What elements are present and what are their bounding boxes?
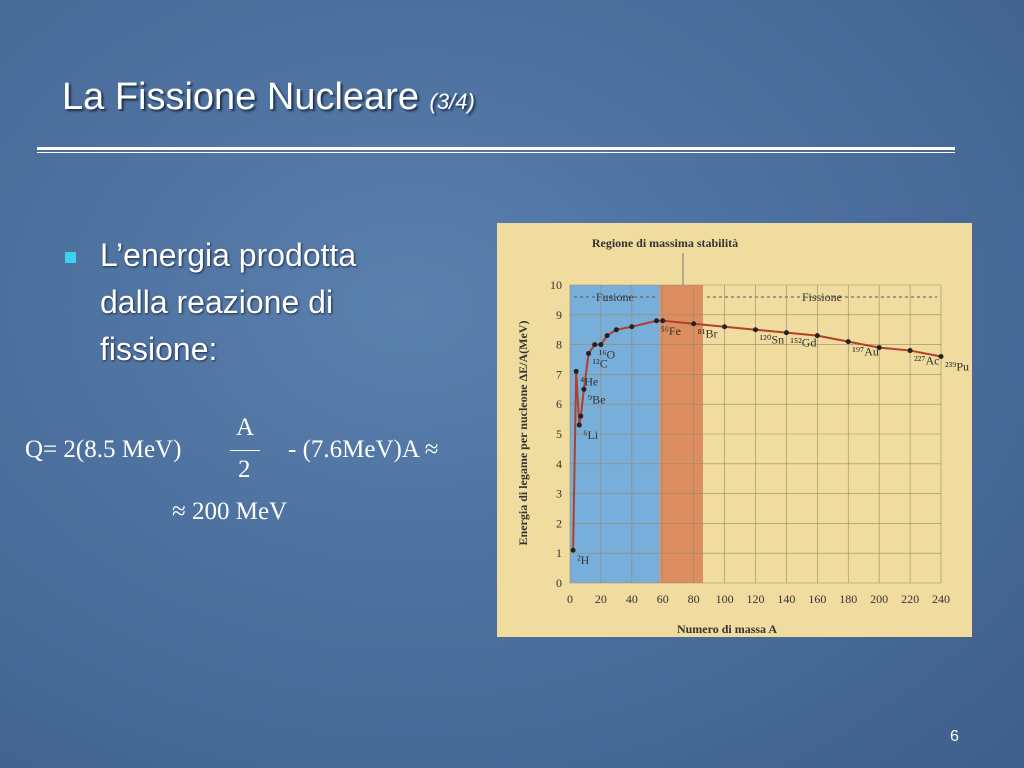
- subtitle: (3/4): [429, 89, 475, 114]
- y-tick-label: 1: [556, 546, 562, 560]
- x-tick-label: 120: [747, 592, 765, 606]
- data-point: [845, 339, 851, 345]
- curve: [572, 319, 942, 551]
- formula-result: ≈ 200 MeV: [172, 498, 288, 525]
- rule: [37, 152, 955, 153]
- y-tick-label: 8: [556, 338, 562, 352]
- slide-title: La Fissione Nucleare (3/4): [62, 76, 475, 119]
- data-point: [691, 321, 697, 327]
- data-point: [753, 327, 758, 333]
- y-tick-label: 3: [556, 487, 562, 501]
- data-point: [570, 547, 576, 553]
- data-point: [573, 368, 579, 374]
- data-point: [938, 354, 944, 360]
- x-axis-label: Numero di massa A: [677, 622, 777, 636]
- y-tick-label: 9: [556, 308, 562, 322]
- data-point: [586, 351, 592, 357]
- bullet: L’energia prodotta dalla reazione di fis…: [100, 232, 356, 373]
- x-tick-label: 140: [777, 592, 795, 606]
- bullet-line: L’energia prodotta: [100, 237, 357, 273]
- formula-left: Q= 2(8.5 MeV): [25, 436, 182, 463]
- point-label: ²³⁹Pu: [945, 360, 969, 374]
- data-point: [592, 342, 598, 348]
- data-point: [581, 386, 587, 392]
- data-point: [629, 324, 635, 330]
- y-tick-label: 7: [556, 367, 562, 381]
- point-label: ⁴He: [580, 374, 598, 388]
- data-point: [598, 342, 604, 348]
- figure-title: Regione di massima stabilità: [592, 236, 738, 250]
- data-point: [578, 413, 584, 419]
- title-text: La Fissione Nucleare: [62, 76, 419, 118]
- data-point: [576, 422, 582, 428]
- point-label: ²H: [577, 553, 590, 567]
- x-tick-label: 20: [595, 592, 607, 606]
- data-point: [876, 345, 882, 351]
- formula-right: - (7.6MeV)A ≈: [288, 436, 439, 463]
- data-point: [814, 333, 820, 339]
- x-tick-label: 80: [688, 592, 700, 606]
- y-axis-label: Energia di legame per nucleone ΔE/A(MeV): [516, 321, 530, 546]
- point-label: ⁸¹Br: [698, 327, 718, 341]
- fraction-bar: [230, 450, 260, 451]
- data-point: [907, 348, 913, 354]
- point-label: ¹²⁰Sn: [760, 333, 785, 347]
- x-tick-label: 160: [808, 592, 826, 606]
- bullet-line: fissione:: [100, 331, 218, 367]
- point-label: ²²⁷Ac: [914, 354, 939, 368]
- data-point: [654, 318, 660, 324]
- y-tick-label: 0: [556, 576, 562, 590]
- region-label: Fusione: [596, 290, 634, 304]
- page-number: 6: [950, 728, 959, 745]
- rule: [37, 147, 955, 150]
- data-point: [783, 330, 789, 336]
- x-tick-label: 200: [870, 592, 888, 606]
- point-label: ⁵⁶Fe: [661, 324, 681, 338]
- x-tick-label: 60: [657, 592, 669, 606]
- point-label: ¹⁵²Gd: [790, 336, 816, 350]
- point-label: ⁶Li: [583, 428, 599, 442]
- x-tick-label: 100: [716, 592, 734, 606]
- data-point: [613, 327, 619, 333]
- y-tick-label: 4: [556, 457, 562, 471]
- y-tick-label: 10: [550, 278, 562, 292]
- y-tick-label: 5: [556, 427, 562, 441]
- x-tick-label: 0: [567, 592, 573, 606]
- data-point: [660, 318, 666, 324]
- x-tick-label: 240: [932, 592, 950, 606]
- bullet-marker: [65, 252, 76, 263]
- point-label: ⁹Be: [588, 392, 606, 406]
- formula-denominator: 2: [238, 456, 251, 483]
- x-tick-label: 180: [839, 592, 857, 606]
- bullet-line: dalla reazione di: [100, 284, 334, 320]
- formula-numerator: A: [236, 414, 255, 441]
- x-tick-label: 220: [901, 592, 919, 606]
- data-point: [722, 324, 728, 330]
- y-tick-label: 2: [556, 516, 562, 530]
- y-tick-label: 6: [556, 397, 562, 411]
- x-tick-label: 40: [626, 592, 638, 606]
- point-label: ¹⁶O: [599, 348, 616, 362]
- point-label: ¹⁹⁷Au: [852, 345, 879, 359]
- data-point: [604, 333, 610, 339]
- point-label: ¹²C: [593, 357, 608, 371]
